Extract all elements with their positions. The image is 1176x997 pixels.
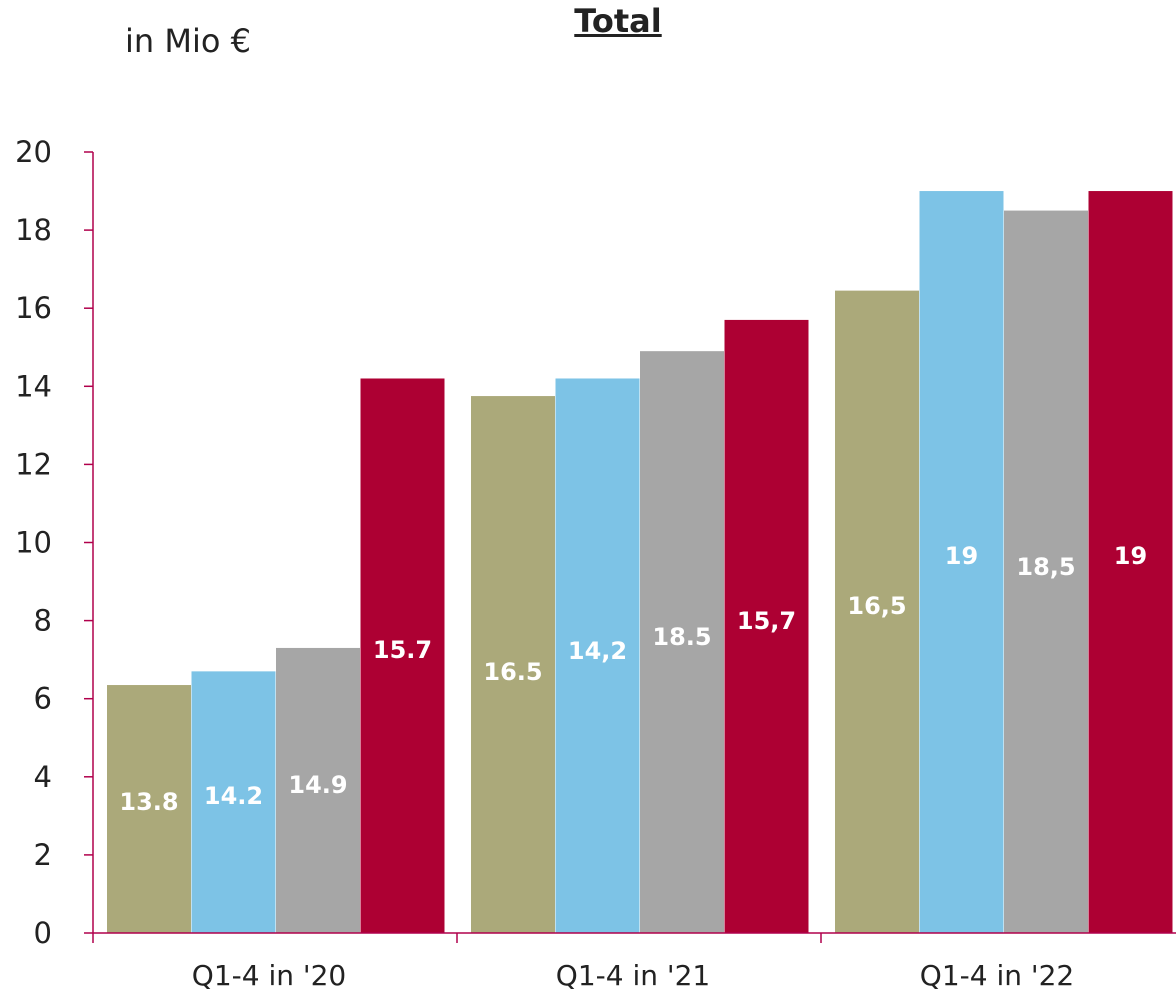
y-tick-label: 18 (15, 213, 52, 247)
bar (919, 191, 1004, 934)
bar (640, 351, 724, 933)
data-label: 18,5 (1016, 553, 1075, 581)
bar (191, 671, 276, 933)
bar (1088, 191, 1173, 934)
bar (724, 319, 809, 933)
data-label: 19 (1114, 542, 1147, 570)
bar (471, 396, 555, 933)
y-tick-label: 8 (34, 604, 52, 638)
y-tick-label: 2 (34, 838, 52, 872)
x-category-label: Q1-4 in '22 (920, 959, 1074, 992)
data-label: 13.8 (119, 788, 178, 816)
y-tick-label: 0 (34, 916, 52, 950)
bar (1004, 210, 1088, 933)
chart-title: Total (574, 2, 662, 40)
data-label: 14.9 (288, 771, 347, 799)
y-tick-label: 20 (15, 135, 52, 169)
data-label: 16,5 (847, 592, 906, 620)
y-tick-label: 10 (15, 526, 52, 560)
data-label: 14.2 (204, 782, 263, 810)
x-category-label: Q1-4 in '21 (556, 959, 710, 992)
bar (835, 290, 919, 933)
y-tick-label: 16 (15, 291, 52, 325)
data-label: 15.7 (373, 636, 432, 664)
data-label: 16.5 (483, 658, 542, 686)
x-category-label: Q1-4 in '20 (192, 959, 346, 992)
y-tick-label: 4 (34, 760, 52, 794)
data-label: 15,7 (737, 607, 796, 635)
data-label: 19 (945, 542, 978, 570)
bar (107, 685, 191, 933)
bar (360, 378, 445, 933)
bar (276, 647, 360, 933)
y-tick-label: 12 (15, 447, 52, 481)
y-tick-label: 6 (34, 682, 52, 716)
y-tick-label: 14 (15, 369, 52, 403)
data-label: 14,2 (568, 637, 627, 665)
bar (555, 378, 640, 933)
unit-label: in Mio € (125, 22, 251, 60)
data-label: 18.5 (652, 623, 711, 651)
